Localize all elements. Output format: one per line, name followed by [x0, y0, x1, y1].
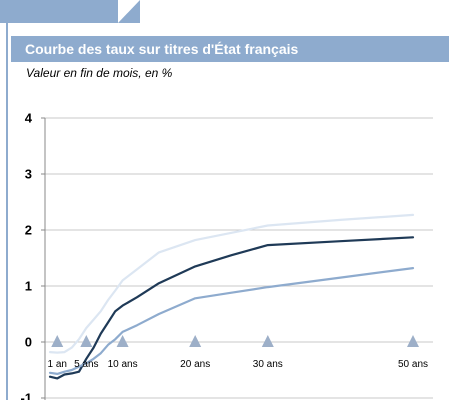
- series-lines: [48, 213, 415, 380]
- axes: [41, 117, 46, 400]
- x-tick-label: 5 ans: [74, 359, 98, 370]
- header-tab-decoration: [0, 0, 140, 23]
- grid-lines: [45, 117, 433, 399]
- left-border-rule: [6, 23, 8, 400]
- x-markers: [51, 335, 419, 347]
- y-tick-label: 3: [25, 167, 32, 182]
- x-tick-label: 50 ans: [398, 359, 428, 370]
- chart-title: Courbe des taux sur titres d'État frança…: [11, 36, 449, 62]
- x-tick-label: 20 ans: [180, 359, 210, 370]
- y-tick-label: 2: [25, 223, 32, 238]
- chart-subtitle: Valeur en fin de mois, en %: [26, 66, 173, 80]
- maturity-marker: [80, 335, 93, 347]
- y-tick-label: -1: [20, 391, 32, 400]
- y-tick-label: 1: [25, 279, 32, 294]
- x-tick-label: 1 an: [48, 359, 67, 370]
- x-tick-label: 30 ans: [253, 359, 283, 370]
- maturity-marker: [116, 335, 129, 347]
- series-line: [48, 236, 415, 380]
- series-line: [48, 213, 415, 354]
- y-tick-label: 4: [25, 111, 33, 126]
- maturity-marker: [261, 335, 274, 347]
- header-tab-notch: [118, 0, 140, 23]
- maturity-marker: [407, 335, 419, 347]
- maturity-marker: [51, 335, 64, 347]
- maturity-marker: [189, 335, 202, 347]
- series-line: [48, 267, 415, 375]
- x-tick-label: 10 ans: [108, 359, 138, 370]
- y-tick-label: 0: [25, 335, 32, 350]
- tick-labels: 4 3 2 1 0 -1 1 an 5 ans 10 ans 20 ans 30 ans 50 ans: [20, 111, 428, 400]
